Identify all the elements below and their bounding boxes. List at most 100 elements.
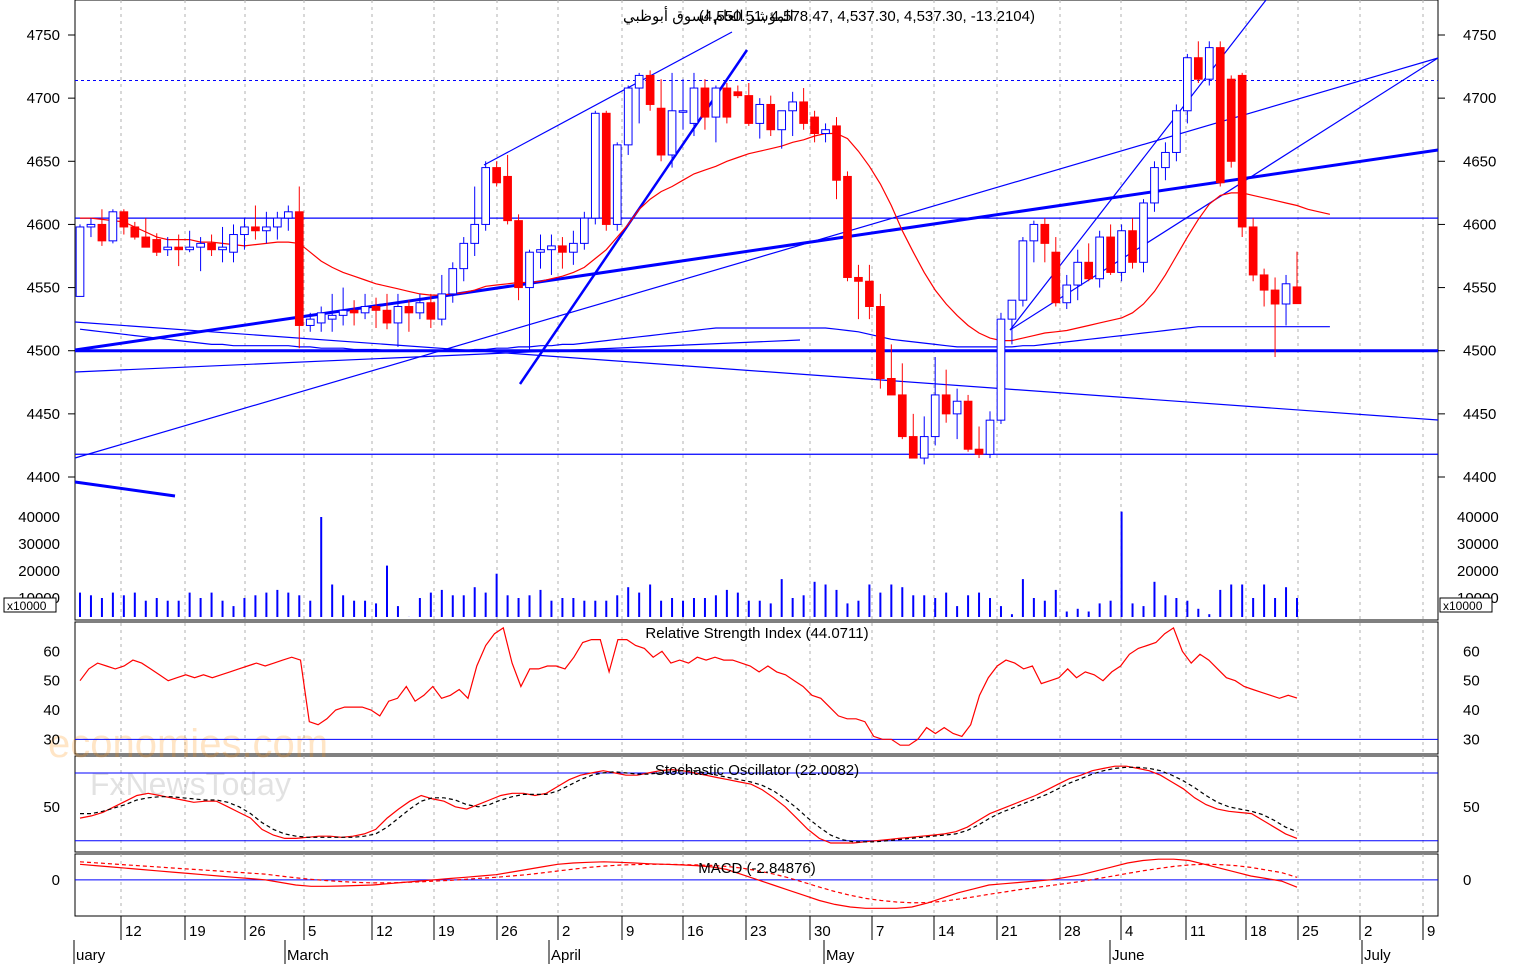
declining-trendline <box>74 321 1439 421</box>
rsi-y-label-left: 50 <box>43 673 60 690</box>
volume-y-label-left: 30000 <box>18 536 60 553</box>
rsi-line <box>79 626 1298 746</box>
candle-body <box>1150 167 1159 204</box>
candle-body <box>316 312 326 324</box>
price-y-label-left: 4700 <box>27 90 60 107</box>
candle-body <box>130 226 140 238</box>
candle-body <box>514 220 523 289</box>
candle-body <box>1007 299 1017 320</box>
x-day-label: 21 <box>1001 923 1018 940</box>
candle-body <box>678 110 688 113</box>
rsi-panel-title: Relative Strength Index (44.0711) <box>645 625 868 642</box>
price-y-label-right: 4600 <box>1463 216 1496 233</box>
candle-body <box>854 276 863 282</box>
price-y-label-right: 4450 <box>1463 406 1496 423</box>
x-month-label: July <box>1364 947 1391 964</box>
candle-body <box>755 103 765 124</box>
rsi-y-label-left: 40 <box>43 702 60 719</box>
candle-body <box>886 377 896 396</box>
candle-body <box>1281 283 1291 305</box>
macd-signal-line <box>79 861 1298 904</box>
channel-upper <box>483 31 733 166</box>
candle-body <box>459 242 469 270</box>
candle-body <box>470 223 480 244</box>
candle-body <box>492 167 501 184</box>
x-day-label: 26 <box>501 923 518 940</box>
x-day-label: 25 <box>1302 923 1319 940</box>
candle-body <box>799 101 808 124</box>
x-day-label: 4 <box>1125 923 1133 940</box>
x-day-label: 19 <box>189 923 206 940</box>
candle-body <box>919 436 929 459</box>
candle-body <box>152 239 162 253</box>
watermark: economies.com FxNewsToday <box>48 722 328 802</box>
volume-bars <box>79 511 1298 617</box>
candle-body <box>185 246 194 251</box>
candle-body <box>207 242 216 251</box>
x-month-label: uary <box>76 947 106 964</box>
candle-body <box>338 309 348 316</box>
candle-body <box>722 87 732 118</box>
candle-body <box>360 306 370 314</box>
candle-body <box>251 226 260 232</box>
candle-body <box>283 211 293 219</box>
candle-body <box>1128 230 1137 263</box>
candle-body <box>667 110 677 156</box>
candle-body <box>196 242 205 248</box>
watermark-line1: economies.com <box>48 722 328 766</box>
candle-body <box>711 87 721 118</box>
long-rising-channel <box>74 57 1439 459</box>
vertical-gridlines <box>120 0 1424 916</box>
rsi-y-label-right: 50 <box>1463 673 1480 690</box>
candle-body <box>700 87 710 118</box>
candle-body <box>645 74 655 105</box>
volume-scale-label-right: x10000 <box>1443 599 1483 613</box>
stochastic-panel-title: Stochastic Oscillator (22.0082) <box>655 762 859 779</box>
candle-body <box>788 101 797 112</box>
candle-body <box>108 211 118 242</box>
x-day-label: 11 <box>1190 923 1206 940</box>
x-axis: 12 19 26 5 12 19 26 2 9 16 23 30 7 14 21 28 4 11 18 25 2 9 uar… <box>73 915 1438 964</box>
candle-body <box>1095 236 1104 280</box>
candle-body <box>525 251 534 289</box>
price-y-label-left: 4400 <box>27 469 60 486</box>
candle-body <box>777 110 787 131</box>
candle-body <box>1248 226 1258 276</box>
candle-body <box>371 306 381 311</box>
price-y-label-right: 4750 <box>1463 27 1496 44</box>
x-day-label: 30 <box>814 923 831 940</box>
macd-y-label-left: 0 <box>52 872 60 889</box>
candle-body <box>1183 57 1192 112</box>
candle-body <box>1106 236 1115 273</box>
volume-y-label-right: 30000 <box>1457 536 1499 553</box>
candle-body <box>1073 261 1083 286</box>
price-y-label-right: 4400 <box>1463 469 1496 486</box>
volume-scale-label-left: x10000 <box>7 599 47 613</box>
price-y-label-right: 4700 <box>1463 90 1496 107</box>
candle-body <box>1237 74 1247 228</box>
candle-body <box>174 246 184 251</box>
x-day-label: 16 <box>687 923 704 940</box>
y-axes: 4400 4400 4450 4450 4500 4500 4550 4550 4600 4600… <box>3 27 1499 889</box>
candle-body <box>963 400 973 450</box>
candle-body <box>612 144 622 225</box>
candle-body <box>141 236 151 248</box>
candle-body <box>240 226 249 236</box>
candle-body <box>897 394 907 438</box>
candle-body <box>590 112 600 219</box>
candle-body <box>1051 251 1061 304</box>
macd-y-label-right: 0 <box>1463 872 1471 889</box>
x-day-label: 23 <box>750 923 767 940</box>
x-day-label: 2 <box>1364 923 1372 940</box>
candle-body <box>821 129 830 135</box>
candle-body <box>1270 289 1280 305</box>
ma-long-line <box>79 326 1330 352</box>
candle-body <box>503 175 512 222</box>
x-day-label: 12 <box>376 923 393 940</box>
candle-body <box>75 226 85 297</box>
stochastic-y-label-left: 50 <box>43 799 60 816</box>
candle-body <box>908 436 918 459</box>
x-day-label: 14 <box>938 923 955 940</box>
stochastic-k-line <box>79 765 1298 844</box>
candle-body <box>404 306 414 314</box>
